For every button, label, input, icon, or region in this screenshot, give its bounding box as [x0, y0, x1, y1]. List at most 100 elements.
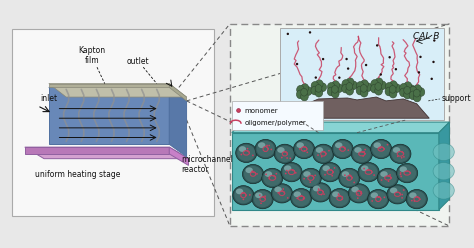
- Ellipse shape: [390, 81, 397, 89]
- Ellipse shape: [360, 88, 368, 97]
- Ellipse shape: [319, 162, 341, 182]
- Ellipse shape: [349, 174, 351, 176]
- Ellipse shape: [401, 194, 403, 195]
- Ellipse shape: [328, 83, 335, 91]
- Ellipse shape: [357, 197, 359, 199]
- Ellipse shape: [419, 56, 422, 58]
- Ellipse shape: [268, 177, 270, 179]
- Ellipse shape: [292, 190, 310, 206]
- Ellipse shape: [388, 180, 389, 182]
- Ellipse shape: [313, 144, 334, 163]
- Ellipse shape: [357, 193, 359, 195]
- Ellipse shape: [339, 168, 360, 187]
- Ellipse shape: [315, 85, 322, 92]
- Ellipse shape: [417, 88, 425, 96]
- Ellipse shape: [356, 86, 364, 95]
- Ellipse shape: [277, 192, 279, 194]
- Ellipse shape: [304, 87, 312, 95]
- Ellipse shape: [265, 173, 267, 175]
- Ellipse shape: [315, 88, 323, 97]
- Ellipse shape: [392, 146, 410, 162]
- Ellipse shape: [409, 192, 417, 198]
- Ellipse shape: [363, 151, 365, 153]
- Ellipse shape: [342, 84, 349, 93]
- Ellipse shape: [239, 146, 246, 152]
- Ellipse shape: [283, 188, 284, 190]
- Ellipse shape: [381, 179, 383, 181]
- Ellipse shape: [286, 170, 288, 171]
- Ellipse shape: [401, 197, 403, 199]
- Ellipse shape: [297, 142, 304, 148]
- Ellipse shape: [297, 85, 304, 94]
- Ellipse shape: [332, 191, 339, 197]
- Ellipse shape: [287, 33, 289, 35]
- Polygon shape: [25, 147, 169, 154]
- Ellipse shape: [322, 58, 324, 60]
- Ellipse shape: [390, 144, 411, 163]
- Ellipse shape: [246, 148, 248, 150]
- Polygon shape: [439, 122, 449, 210]
- Ellipse shape: [338, 195, 340, 197]
- Text: oligomer/polymer: oligomer/polymer: [245, 120, 306, 126]
- Ellipse shape: [347, 67, 349, 70]
- Ellipse shape: [408, 85, 415, 93]
- Ellipse shape: [328, 150, 330, 152]
- Ellipse shape: [299, 148, 301, 150]
- Ellipse shape: [376, 44, 378, 47]
- Text: monomer: monomer: [245, 108, 278, 114]
- Ellipse shape: [281, 162, 302, 182]
- Ellipse shape: [403, 156, 405, 158]
- Ellipse shape: [310, 183, 331, 202]
- Ellipse shape: [256, 173, 258, 175]
- Ellipse shape: [400, 174, 401, 175]
- Ellipse shape: [433, 182, 454, 199]
- Ellipse shape: [311, 184, 329, 201]
- Ellipse shape: [284, 165, 292, 171]
- Ellipse shape: [344, 174, 346, 176]
- Ellipse shape: [401, 157, 402, 159]
- Ellipse shape: [291, 188, 312, 208]
- Polygon shape: [49, 87, 187, 101]
- Ellipse shape: [346, 58, 348, 60]
- Ellipse shape: [378, 196, 379, 198]
- Ellipse shape: [264, 171, 272, 177]
- Ellipse shape: [389, 174, 391, 176]
- Ellipse shape: [264, 195, 266, 197]
- Ellipse shape: [365, 64, 367, 66]
- Ellipse shape: [293, 139, 315, 159]
- Ellipse shape: [360, 164, 378, 180]
- Ellipse shape: [252, 189, 273, 209]
- Ellipse shape: [433, 39, 436, 42]
- Ellipse shape: [385, 87, 393, 96]
- Ellipse shape: [268, 145, 270, 146]
- Ellipse shape: [363, 168, 365, 169]
- Ellipse shape: [242, 192, 244, 194]
- Ellipse shape: [256, 141, 274, 157]
- Ellipse shape: [371, 139, 392, 159]
- Ellipse shape: [400, 166, 407, 172]
- Ellipse shape: [338, 76, 340, 79]
- Ellipse shape: [296, 197, 298, 199]
- Ellipse shape: [274, 144, 295, 163]
- Ellipse shape: [347, 149, 349, 151]
- Ellipse shape: [331, 175, 333, 177]
- Ellipse shape: [361, 165, 368, 171]
- Ellipse shape: [236, 188, 243, 194]
- Text: uniform heating stage: uniform heating stage: [35, 170, 120, 179]
- Ellipse shape: [358, 162, 379, 182]
- Ellipse shape: [237, 145, 255, 161]
- Ellipse shape: [321, 164, 339, 180]
- Ellipse shape: [404, 82, 412, 90]
- Bar: [230, 24, 449, 226]
- Ellipse shape: [335, 142, 342, 148]
- Ellipse shape: [309, 31, 311, 33]
- Ellipse shape: [389, 186, 407, 202]
- Ellipse shape: [334, 141, 352, 157]
- Ellipse shape: [259, 194, 261, 196]
- Ellipse shape: [322, 165, 330, 171]
- Ellipse shape: [319, 83, 327, 92]
- Ellipse shape: [368, 189, 389, 209]
- Ellipse shape: [374, 142, 381, 148]
- Ellipse shape: [311, 86, 319, 95]
- Bar: [12, 29, 215, 217]
